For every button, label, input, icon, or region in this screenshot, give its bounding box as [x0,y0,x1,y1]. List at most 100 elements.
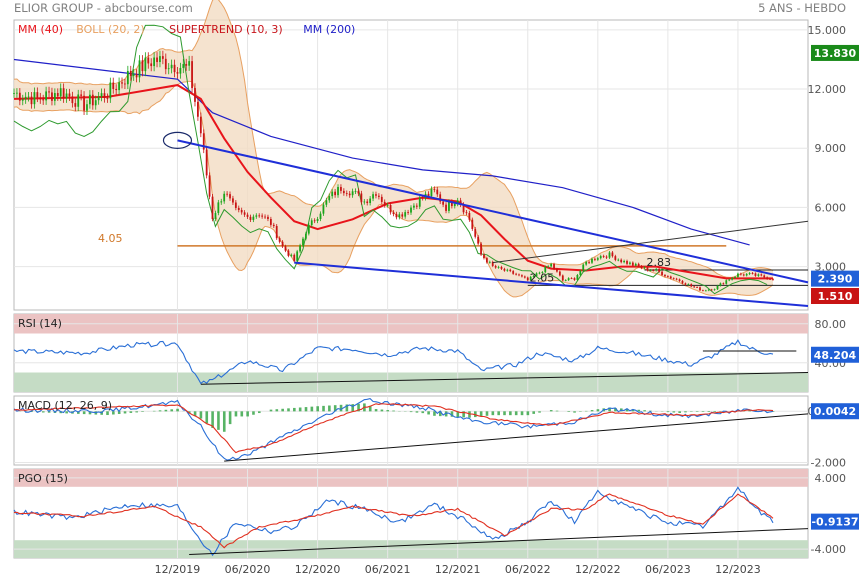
macd-histogram-bar [158,410,162,412]
candle-body [763,275,766,278]
candle-body [194,88,196,102]
candle-body [576,274,579,280]
macd-histogram-bar [614,407,617,412]
candle-body [269,218,272,225]
candle-body [240,209,243,213]
macd-histogram-bar [590,410,594,412]
value-badge-label: 13.830 [814,47,857,60]
candle-body [267,216,269,219]
candle-body [643,267,646,269]
candle-body [491,261,494,266]
candle-body [480,243,482,255]
candle-body [471,219,474,229]
macd-histogram-bar [228,411,232,425]
candle-body [596,258,599,260]
candle-body [74,103,77,107]
candle-body [94,100,97,106]
macd-histogram-bar [240,411,244,417]
candle-body [523,276,526,278]
candle-body [699,287,701,291]
macd-histogram-bar [666,411,670,413]
macd-histogram-bar [176,408,179,412]
candle-body [363,201,366,203]
macd-histogram-bar [328,405,331,412]
macd-histogram-bar [456,411,460,418]
candle-body [45,91,48,101]
macd-histogram-bar [82,411,86,415]
candle-body [658,269,661,272]
panel-frame [13,395,809,466]
candle-body [704,290,707,292]
candle-body [80,94,83,96]
macd-histogram-bar [509,411,512,416]
macd-histogram-bar [316,406,319,412]
macd-histogram-bar [444,411,448,417]
candle-body [678,279,681,281]
y-tick-label: -2.000 [811,456,846,469]
macd-histogram-bar [164,409,168,412]
macd-histogram-bar [310,406,314,412]
candle-body [541,272,544,273]
macd-histogram-bar [520,411,524,416]
value-badge [811,403,859,420]
candle-body [237,207,240,210]
value-badge-label: 1.510 [818,290,853,303]
candle-body [664,275,666,277]
candle-body [18,92,21,101]
candle-body [348,193,351,196]
candle-body [360,193,363,203]
candle-body [430,189,433,197]
macd-histogram-bar [234,411,238,417]
candle-body [731,277,734,280]
candle-body [299,245,301,252]
macd-histogram-bar [374,409,378,412]
candle-body [413,205,415,208]
candle-body [468,213,471,220]
candle-body [150,63,153,67]
y-tick-label: 12.000 [808,83,847,96]
candle-body [617,259,620,261]
candle-body [334,191,337,196]
y-tick-label: 6.000 [815,201,847,214]
candle-body [261,215,264,217]
macd-histogram-bar [637,409,641,412]
y-tick-label: 80.00 [815,318,847,331]
candle-body [649,270,652,271]
candle-body [164,58,167,70]
macd-histogram-bar [608,407,611,412]
candle-body [188,61,191,66]
candle-body [611,252,614,257]
indicator-line [13,403,774,454]
y-tick-label: -4.000 [811,543,846,556]
candle-body [386,205,389,206]
candle-body [21,99,24,101]
supertrend-line [13,24,768,295]
level-annotation: 4.05 [98,232,123,245]
candle-body [51,92,53,101]
candle-body [176,72,179,74]
candle-body [605,256,608,258]
y-tick-label: 4.000 [815,472,847,485]
x-tick-label: 06/2021 [365,563,411,576]
candle-body [707,289,710,291]
candle-body [690,284,693,287]
candle-body [103,93,106,99]
macd-histogram-bar [433,411,436,416]
indicator-line [13,486,774,557]
macd-histogram-bar [275,409,279,412]
candle-body [465,212,468,214]
price-trendline [294,261,809,308]
candle-body [675,278,678,280]
panel-1: 15.000 12.000 9.000 6.000 3.000 4.05 2.05 2.83 M… [13,0,859,311]
candle-body [91,94,94,106]
macd-histogram-bar [503,411,506,416]
macd-histogram-bar [304,407,308,412]
x-tick-label: 06/2022 [505,563,551,576]
candle-body [53,93,56,101]
candle-body [337,187,339,196]
candle-body [16,92,18,94]
candle-body [246,214,249,217]
breakout-circle [162,131,193,149]
legend-entry: MM (200) [303,23,355,36]
